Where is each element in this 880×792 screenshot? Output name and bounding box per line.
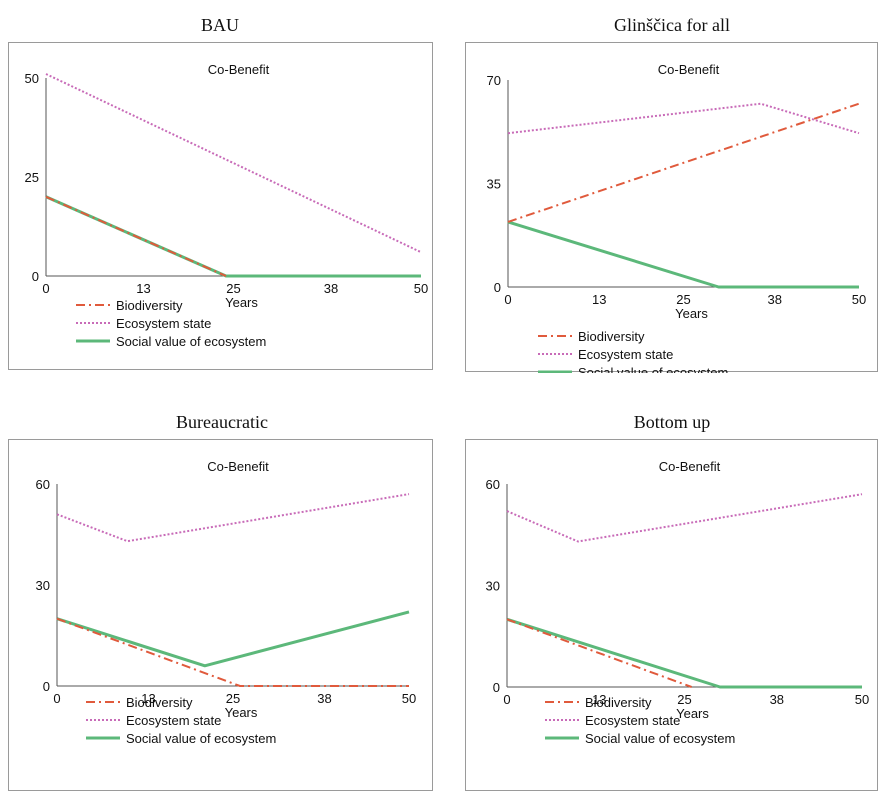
x-axis-label: Years (676, 706, 709, 721)
x-tick-label: 38 (768, 292, 782, 307)
chart-title: Co-Benefit (658, 62, 720, 77)
chart-svg-bureaucratic: Co-Benefit 0 30 60 0 13 25 38 50 Years Biodiversit… (36, 459, 417, 746)
x-tick-label: 50 (402, 691, 416, 706)
legend-label: Biodiversity (116, 298, 183, 313)
x-tick-label: 25 (226, 691, 240, 706)
x-tick-label: 13 (592, 692, 606, 707)
series-line-biodiversity (506, 618, 692, 688)
legend-label: Social value of ecosystem (116, 334, 266, 349)
x-tick-label: 13 (136, 281, 150, 296)
chart-svg-bottom-up: Co-Benefit 0 30 60 0 13 25 38 50 Years Biodiversit… (486, 459, 870, 746)
x-tick-label: 0 (53, 691, 60, 706)
series-line-social-value-of-ecosystem (56, 610, 410, 668)
chart-svg-bau: Co-Benefit 0 25 50 0 13 25 38 50 Years Biodiversit… (25, 62, 429, 349)
x-tick-label: 25 (677, 692, 691, 707)
panel-title-bottom-up: Bottom up (633, 412, 711, 432)
x-tick-label: 25 (226, 281, 240, 296)
chart-panel-bau: Co-Benefit 0 25 50 0 13 25 38 50 Years Biodiversit… (8, 42, 433, 370)
chart-title: Co-Benefit (208, 62, 270, 77)
panel-title-bau: BAU (200, 15, 239, 35)
x-tick-label: 25 (676, 292, 690, 307)
series-line-social-value-of-ecosystem (506, 617, 862, 689)
legend-label: Biodiversity (578, 329, 645, 344)
y-tick-label: 0 (32, 269, 39, 284)
chart-title: Co-Benefit (207, 459, 269, 474)
y-tick-label: 70 (487, 73, 501, 88)
legend-label: Ecosystem state (126, 713, 221, 728)
x-tick-label: 0 (504, 292, 511, 307)
series-line-biodiversity (56, 617, 409, 687)
series-line-ecosystem-state (45, 73, 422, 254)
x-tick-label: 38 (770, 692, 784, 707)
series-line-ecosystem-state (506, 493, 863, 543)
y-tick-label: 35 (487, 177, 501, 192)
panel-title-bureaucratic: Bureaucratic (176, 412, 268, 432)
series-line-ecosystem-state (507, 102, 860, 135)
x-axis-label: Years (225, 295, 258, 310)
y-tick-label: 30 (36, 578, 50, 593)
legend-label: Ecosystem state (116, 316, 211, 331)
x-tick-label: 13 (592, 292, 606, 307)
legend-label: Biodiversity (585, 695, 652, 710)
x-tick-label: 50 (852, 292, 866, 307)
chart-panel-bottom-up: Co-Benefit 0 30 60 0 13 25 38 50 Years Biodiversit… (465, 439, 878, 791)
legend-label: Social value of ecosystem (585, 731, 735, 746)
legend-label: Social value of ecosystem (578, 365, 728, 373)
series-line-social-value-of-ecosystem (45, 195, 421, 278)
y-tick-label: 60 (486, 477, 500, 492)
x-axis-label: Years (225, 705, 258, 720)
x-tick-label: 38 (317, 691, 331, 706)
series-line-biodiversity (45, 195, 227, 277)
x-tick-label: 0 (42, 281, 49, 296)
series-line-social-value-of-ecosystem (507, 220, 859, 289)
x-tick-label: 38 (324, 281, 338, 296)
legend-label: Biodiversity (126, 695, 193, 710)
y-tick-label: 0 (43, 679, 50, 694)
y-tick-label: 0 (494, 280, 501, 295)
legend-label: Ecosystem state (585, 713, 680, 728)
x-tick-label: 50 (855, 692, 869, 707)
x-axis-label: Years (675, 306, 708, 321)
legend-label: Ecosystem state (578, 347, 673, 362)
series-line-ecosystem-state (56, 493, 410, 543)
y-tick-label: 50 (25, 71, 39, 86)
chart-svg-glinscica: Co-Benefit 0 35 70 0 13 25 38 50 Years Biodiversit… (487, 62, 866, 373)
chart-panel-bureaucratic: Co-Benefit 0 30 60 0 13 25 38 50 Years Biodiversit… (8, 439, 433, 791)
series-line-biodiversity (507, 102, 860, 223)
x-tick-label: 0 (503, 692, 510, 707)
y-tick-label: 30 (486, 579, 500, 594)
y-tick-label: 60 (36, 477, 50, 492)
legend-label: Social value of ecosystem (126, 731, 276, 746)
x-tick-label: 50 (414, 281, 428, 296)
y-tick-label: 0 (493, 680, 500, 695)
x-tick-label: 13 (141, 691, 155, 706)
chart-panel-glinscica: Co-Benefit 0 35 70 0 13 25 38 50 Years Biodiversit… (465, 42, 878, 373)
panel-title-glinscica: Glinščica for all (614, 15, 730, 35)
y-tick-label: 25 (25, 170, 39, 185)
chart-title: Co-Benefit (659, 459, 721, 474)
